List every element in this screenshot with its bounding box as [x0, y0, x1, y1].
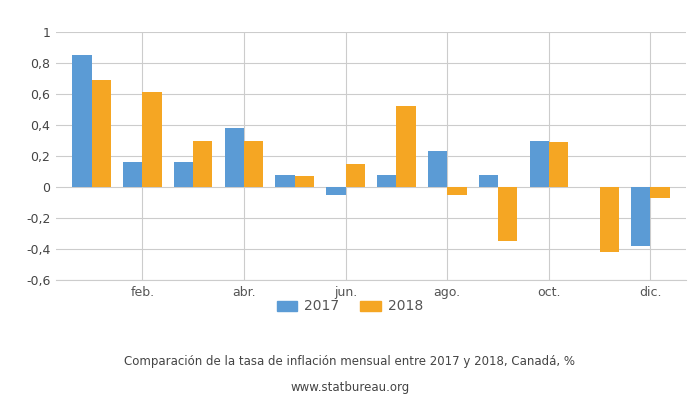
Legend: 2017, 2018: 2017, 2018 [271, 294, 429, 319]
Bar [447, 187, 466, 195]
Bar [631, 187, 650, 246]
Text: www.statbureau.org: www.statbureau.org [290, 382, 410, 394]
Bar [225, 128, 244, 187]
Text: Comparación de la tasa de inflación mensual entre 2017 y 2018, Canadá, %: Comparación de la tasa de inflación mens… [125, 356, 575, 368]
Bar [377, 174, 396, 187]
Bar [428, 151, 447, 187]
Bar [600, 187, 619, 252]
Bar [123, 162, 142, 187]
Bar [72, 55, 92, 187]
Bar [396, 106, 416, 187]
Bar [295, 176, 314, 187]
Bar [326, 187, 346, 195]
Bar [498, 187, 517, 241]
Bar [479, 174, 498, 187]
Bar [142, 92, 162, 187]
Bar [276, 174, 295, 187]
Bar [193, 140, 213, 187]
Bar [174, 162, 193, 187]
Bar [650, 187, 670, 198]
Bar [529, 140, 549, 187]
Bar [346, 164, 365, 187]
Bar [92, 80, 111, 187]
Bar [549, 142, 568, 187]
Bar [244, 140, 263, 187]
